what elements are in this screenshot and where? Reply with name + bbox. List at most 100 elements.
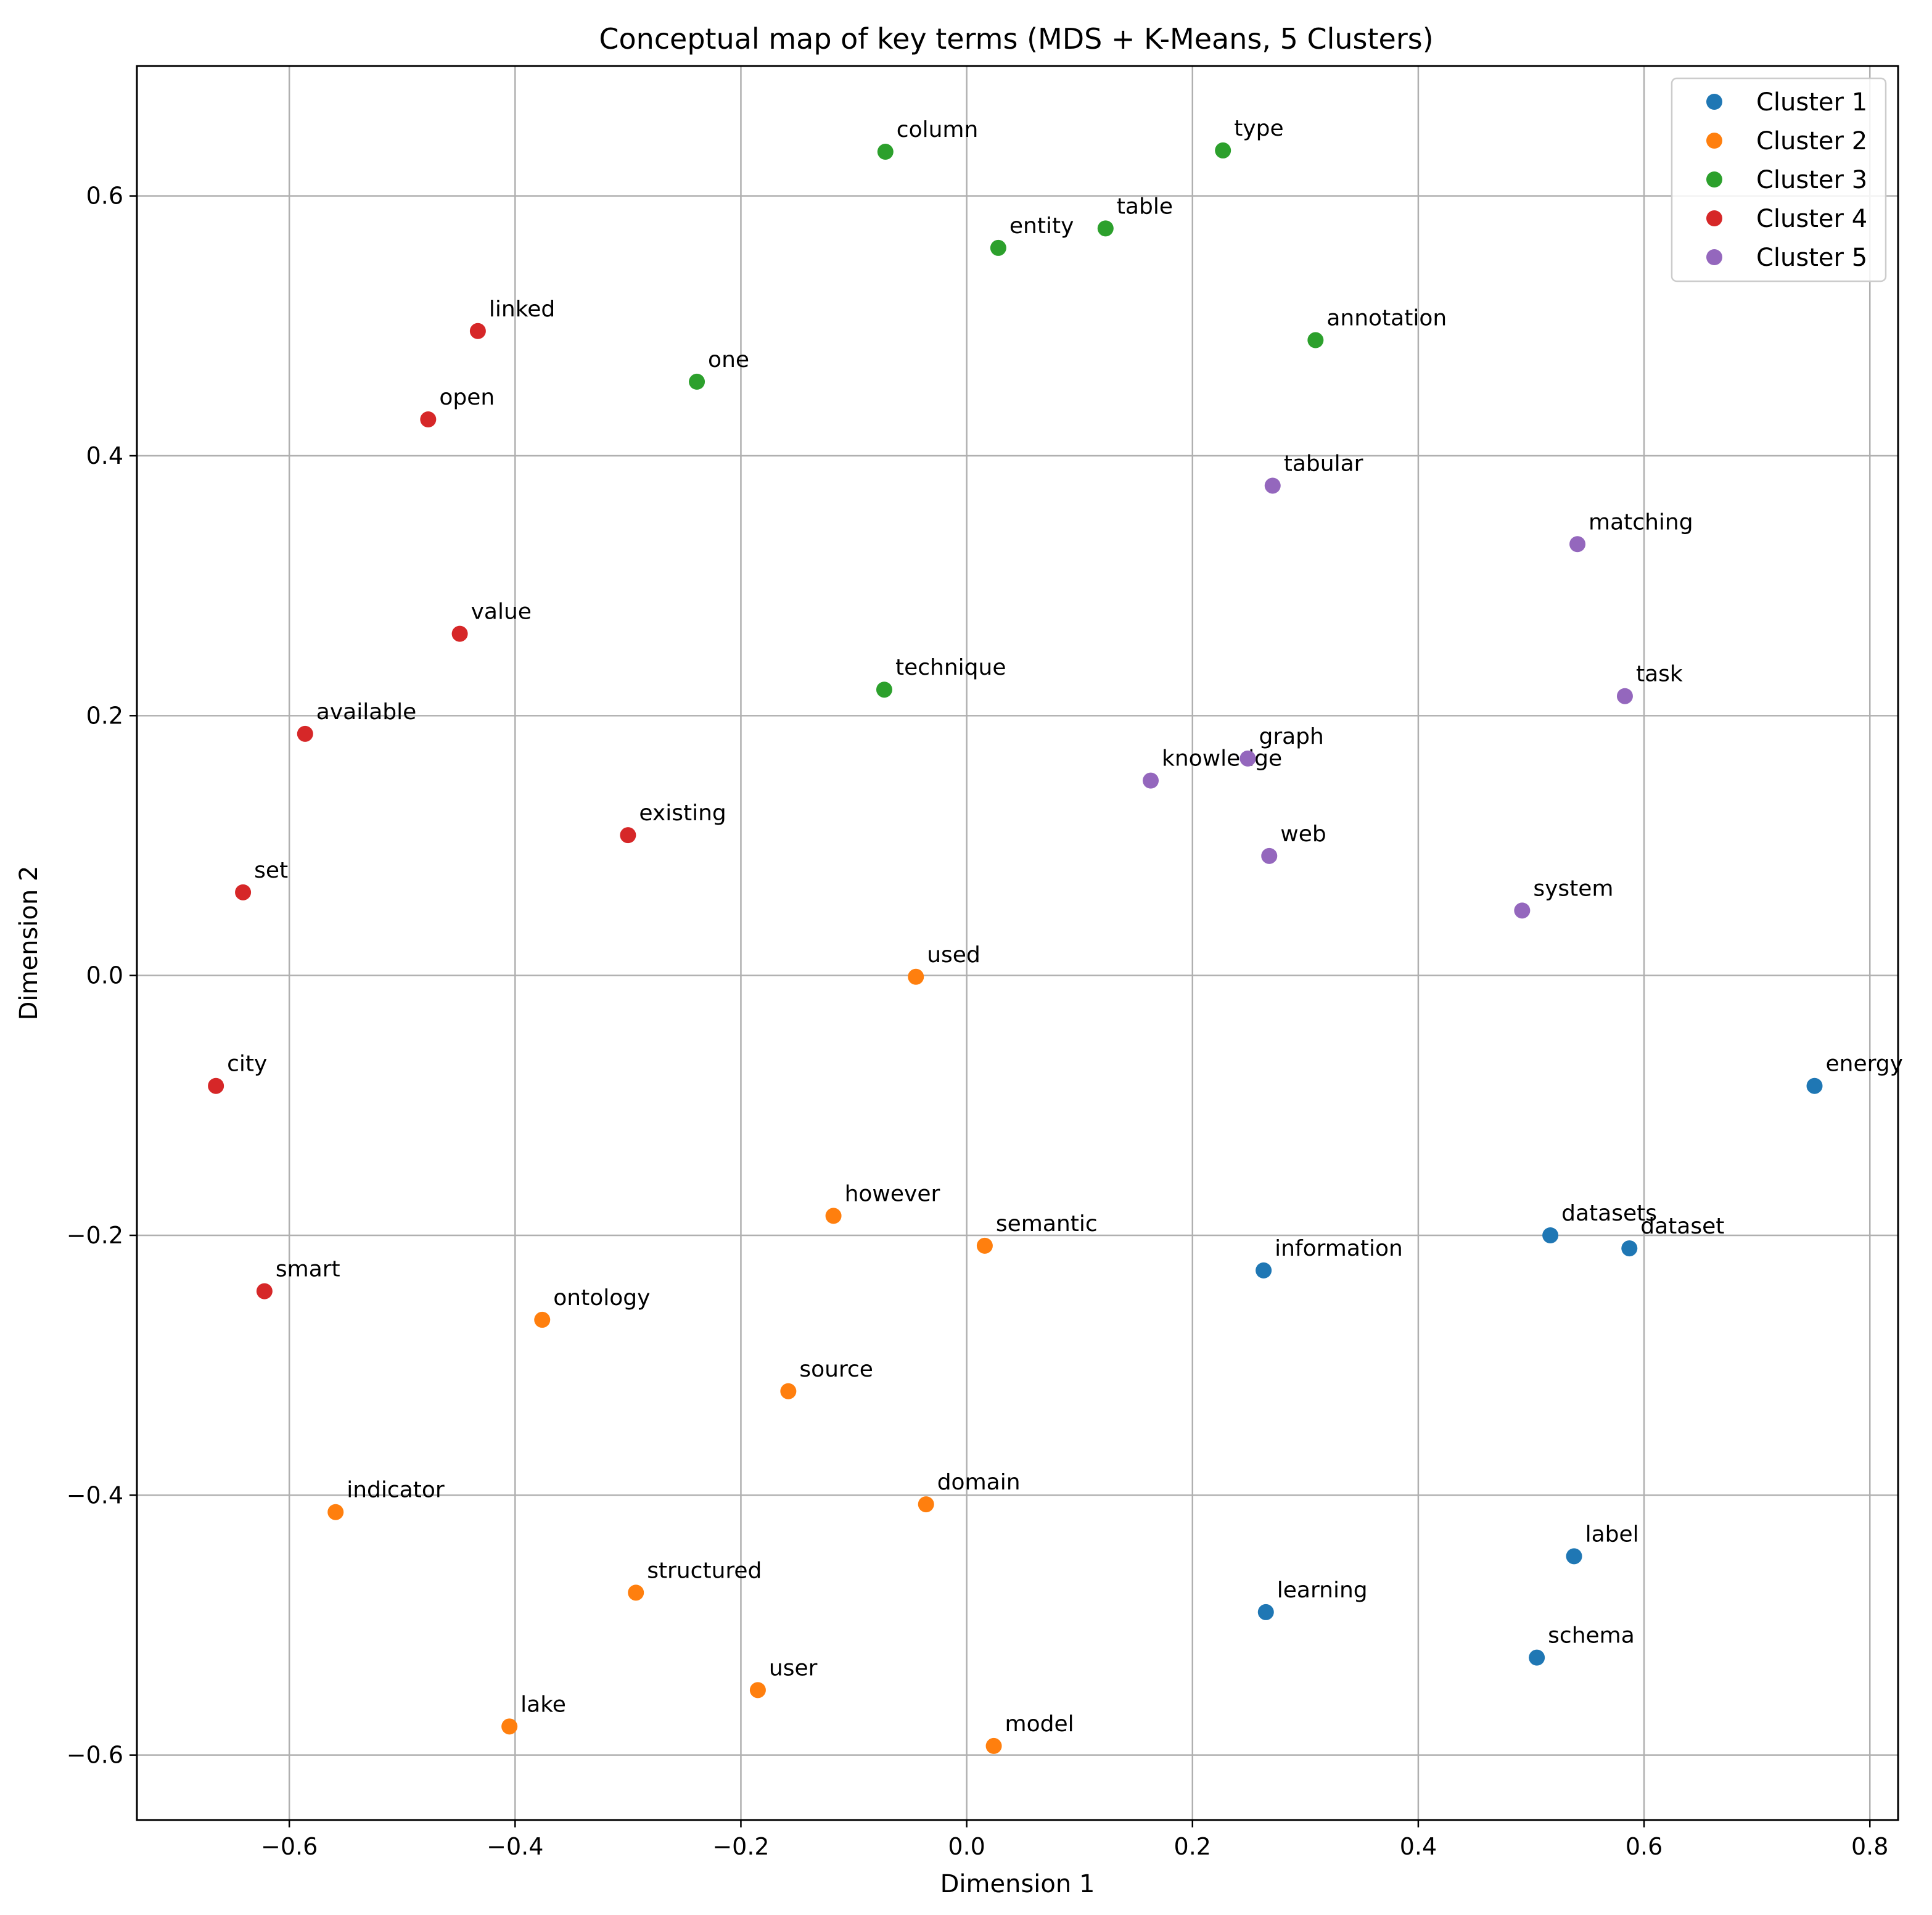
data-point: [297, 725, 313, 742]
point-label: user: [769, 1655, 818, 1681]
data-point: [327, 1504, 344, 1520]
point-label: one: [708, 347, 749, 373]
data-point: [1097, 220, 1114, 237]
x-tick-label: 0.4: [1400, 1833, 1437, 1860]
point-label: knowledge: [1162, 746, 1282, 772]
point-label: semantic: [996, 1211, 1098, 1237]
data-point: [420, 411, 437, 428]
y-tick-label: −0.4: [67, 1481, 123, 1509]
data-point: [208, 1077, 224, 1094]
point-label: datasets: [1561, 1201, 1657, 1226]
point-label: indicator: [347, 1478, 445, 1503]
point-label: schema: [1548, 1623, 1635, 1649]
data-point: [1256, 1262, 1272, 1279]
point-label: however: [845, 1181, 940, 1206]
point-label: domain: [937, 1470, 1021, 1495]
point-label: system: [1533, 876, 1613, 901]
y-tick-label: 0.6: [86, 183, 123, 210]
legend-label: Cluster 4: [1756, 205, 1867, 233]
point-label: table: [1117, 194, 1173, 219]
data-point: [1529, 1649, 1545, 1666]
data-point: [1215, 142, 1231, 159]
data-point: [1143, 772, 1159, 789]
data-point: [1239, 750, 1256, 767]
y-axis-label: Dimension 2: [15, 866, 43, 1021]
legend: Cluster 1 Cluster 2 Cluster 3 Cluster 4 Clus…: [1671, 77, 1887, 282]
y-tick-label: 0.2: [86, 702, 123, 729]
data-point: [1261, 847, 1278, 864]
data-point: [451, 625, 468, 642]
point-label: matching: [1589, 509, 1693, 535]
legend-marker: [1706, 249, 1722, 265]
legend-marker: [1706, 210, 1722, 226]
data-point: [1257, 1604, 1274, 1620]
point-label: value: [471, 599, 532, 625]
x-tick-label: −0.2: [712, 1833, 769, 1860]
legend-label: Cluster 1: [1756, 88, 1867, 117]
data-point: [534, 1311, 551, 1328]
x-tick-label: 0.8: [1851, 1833, 1888, 1860]
point-label: tabular: [1284, 451, 1363, 476]
x-tick-label: 0.6: [1626, 1833, 1663, 1860]
legend-marker: [1706, 94, 1722, 110]
x-tick-label: 0.2: [1174, 1833, 1211, 1860]
x-tick-label: 0.0: [948, 1833, 985, 1860]
data-points: [208, 142, 1823, 1754]
point-label: open: [439, 385, 495, 410]
x-axis-label: Dimension 1: [940, 1870, 1095, 1898]
data-point: [1569, 536, 1586, 553]
data-point: [235, 884, 252, 900]
data-point: [877, 144, 894, 160]
point-label: available: [316, 699, 417, 725]
legend-label: Cluster 5: [1756, 244, 1867, 272]
point-label: annotation: [1326, 306, 1447, 331]
data-point: [918, 1496, 934, 1513]
point-label: ontology: [553, 1285, 650, 1311]
data-point: [985, 1737, 1002, 1754]
axis-ticks: −0.6 −0.4 −0.2 0.0 0.2 0.4 0.6 0.8 −0.6 −0.4 −0.2 0…: [67, 183, 1889, 1860]
data-point: [1542, 1227, 1559, 1243]
point-label: lake: [520, 1692, 566, 1717]
data-point: [628, 1584, 644, 1601]
legend-marker: [1706, 133, 1722, 149]
chart-title: Conceptual map of key terms (MDS + K-Mea…: [599, 22, 1433, 56]
data-point: [976, 1237, 993, 1254]
point-label: graph: [1259, 724, 1323, 749]
point-label: column: [897, 117, 979, 142]
data-point: [1514, 902, 1531, 919]
data-point: [908, 968, 924, 985]
data-point: [501, 1718, 518, 1735]
point-label: technique: [895, 655, 1006, 680]
plot-frame: [136, 65, 1899, 1821]
grid-lines: [137, 66, 1898, 1820]
data-point: [825, 1208, 842, 1224]
point-label: task: [1636, 662, 1683, 687]
point-label: city: [227, 1052, 267, 1077]
point-label: dataset: [1640, 1214, 1724, 1239]
legend-marker: [1706, 171, 1722, 187]
data-point: [1616, 688, 1633, 704]
data-point: [749, 1682, 766, 1699]
point-label: web: [1280, 822, 1326, 847]
point-label: set: [254, 858, 288, 883]
point-label: structured: [647, 1558, 762, 1583]
point-label: model: [1005, 1711, 1074, 1737]
point-label: linked: [489, 297, 555, 322]
legend-label: Cluster 3: [1756, 166, 1867, 194]
y-tick-label: −0.2: [67, 1222, 123, 1249]
legend-label: Cluster 2: [1756, 127, 1867, 155]
y-tick-label: 0.4: [86, 442, 123, 469]
data-point: [876, 682, 892, 698]
point-label: entity: [1009, 213, 1074, 239]
point-label: smart: [276, 1257, 340, 1282]
point-label: source: [799, 1357, 873, 1382]
data-point: [256, 1283, 273, 1299]
legend-box: [1671, 77, 1887, 282]
point-label: energy: [1826, 1052, 1903, 1077]
data-point: [780, 1383, 797, 1399]
data-point: [469, 323, 486, 339]
point-label: label: [1585, 1522, 1639, 1547]
point-label: learning: [1277, 1578, 1368, 1603]
data-point: [1307, 332, 1324, 348]
